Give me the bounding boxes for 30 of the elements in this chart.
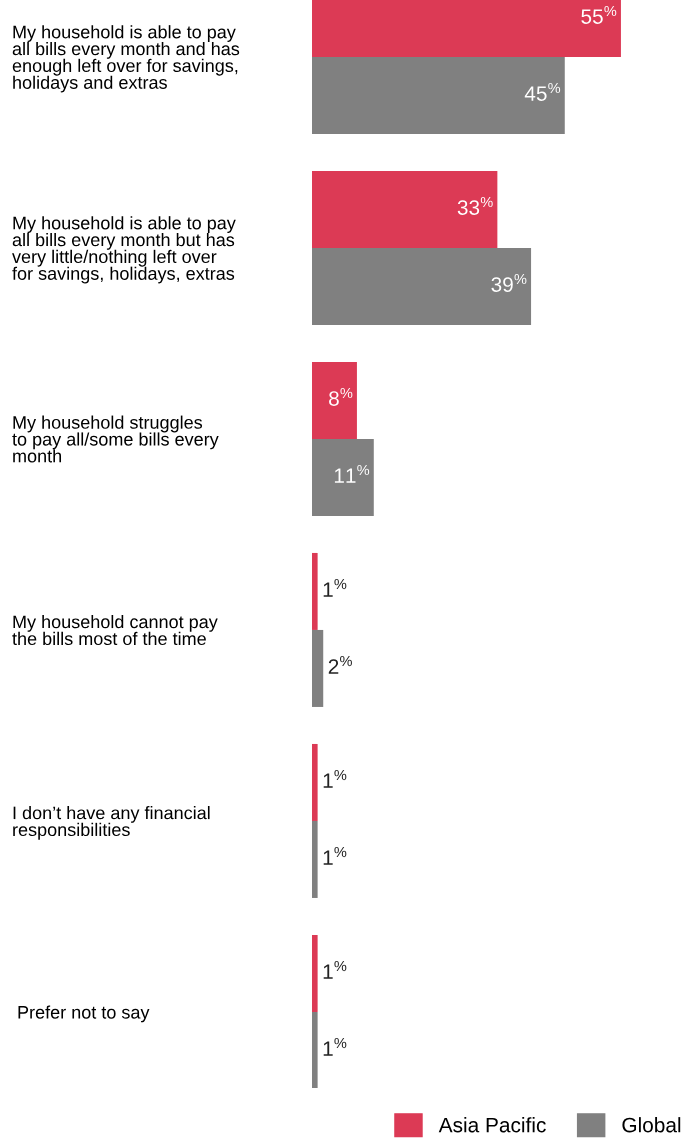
bar <box>312 170 498 248</box>
data-label: 8$^{%}$ <box>329 387 353 406</box>
y-tick-label: My household is able to pay all bills every month and has enough left over for savings, holidays and extras <box>12 25 240 93</box>
bar <box>312 743 318 821</box>
data-label: 2$^{%}$ <box>328 655 352 674</box>
data-label: 33$^{%}$ <box>457 196 493 215</box>
bar <box>312 552 318 630</box>
bar <box>312 934 318 1012</box>
bar <box>312 629 324 707</box>
data-label: 45$^{%}$ <box>524 82 561 101</box>
y-tick-label: My household is able to pay all bills every month but has very little/nothing left over for savings, holidays, extras <box>12 216 236 284</box>
legend-label: Asia Pacific <box>438 1117 546 1133</box>
bar <box>312 361 357 439</box>
y-tick-label: Prefer not to say <box>18 1005 150 1023</box>
data-label: 1$^{%}$ <box>323 578 347 597</box>
data-label: 1$^{%}$ <box>323 846 347 865</box>
data-label: 1$^{%}$ <box>323 1037 347 1056</box>
data-label: 1$^{%}$ <box>323 769 347 788</box>
y-tick-label: My household cannot pay the bills most of the time <box>12 615 218 646</box>
bar <box>312 1011 318 1088</box>
bar <box>312 820 318 898</box>
bar <box>312 247 532 325</box>
data-label: 1$^{%}$ <box>323 960 347 979</box>
y-tick-label: My household struggles to pay all/some bills every month <box>12 415 219 463</box>
legend-label: Global <box>622 1117 681 1133</box>
data-label: 55$^{%}$ <box>581 5 617 24</box>
data-label: 39$^{%}$ <box>491 273 527 292</box>
bar <box>312 438 374 516</box>
y-tick-label: I don’t have any financial responsibilities <box>13 806 210 840</box>
data-label: 11$^{%}$ <box>334 464 370 483</box>
